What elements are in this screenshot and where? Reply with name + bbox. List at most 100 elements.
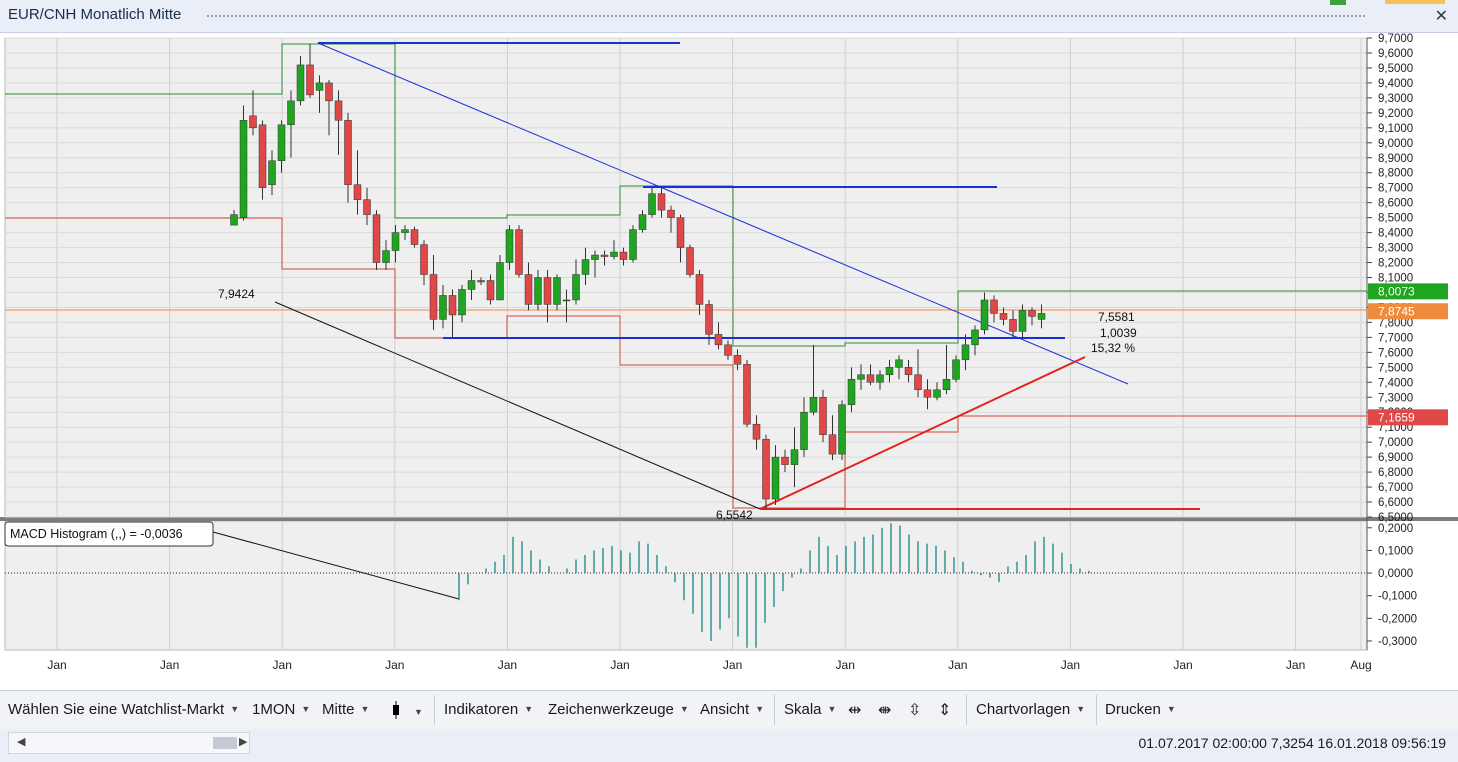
scroll-right-icon[interactable]: ▶ bbox=[239, 736, 248, 748]
scrollbar-thumb[interactable] bbox=[213, 737, 237, 749]
zoom-out-vertical-icon[interactable]: ⇕ bbox=[938, 702, 952, 719]
candle-body bbox=[847, 379, 856, 405]
candle-body bbox=[971, 329, 979, 346]
candle-body bbox=[334, 100, 343, 121]
chevron-down-icon: ▼ bbox=[414, 707, 423, 717]
candle-body bbox=[543, 277, 552, 305]
view-menu[interactable]: Ansicht ▼ bbox=[700, 701, 764, 718]
x-tick-label: Jan bbox=[160, 658, 179, 672]
upper-envelope-line bbox=[5, 43, 1367, 347]
measure-percent-label: 15,32 % bbox=[1091, 341, 1135, 355]
price-badge-label: 7,1659 bbox=[1378, 410, 1415, 424]
candle-body bbox=[505, 229, 514, 263]
candle-body bbox=[809, 397, 818, 413]
candle-body bbox=[961, 344, 970, 361]
zoom-in-horizontal-icon[interactable]: ⇹ bbox=[848, 702, 862, 719]
zoom-out-horizontal-icon[interactable]: ⇼ bbox=[878, 702, 892, 719]
indicators-label: Indikatoren bbox=[444, 701, 519, 718]
candle-body bbox=[515, 229, 523, 275]
drawing-tools-label: Zeichenwerkzeuge bbox=[548, 701, 674, 718]
candle-body bbox=[933, 389, 941, 398]
candle-body bbox=[486, 280, 495, 301]
x-tick-label: Jan bbox=[723, 658, 742, 672]
y-tick-label: 8,6000 bbox=[1378, 198, 1413, 210]
print-menu[interactable]: Drucken ▼ bbox=[1105, 701, 1176, 718]
y-tick-label: 8,9000 bbox=[1378, 153, 1413, 165]
x-tick-label: Jan bbox=[47, 658, 66, 672]
candle-body bbox=[315, 82, 324, 91]
chart-type-dropdown[interactable]: ▼ bbox=[390, 701, 423, 723]
interval-dropdown[interactable]: 1MON ▼ bbox=[252, 701, 310, 718]
interval-label: 1MON bbox=[252, 701, 296, 718]
candle-body bbox=[866, 374, 875, 383]
y-tick-label: 7,4000 bbox=[1378, 377, 1413, 389]
macd-panel-bg bbox=[4, 520, 1368, 651]
toolbar-divider bbox=[966, 695, 967, 725]
candle-body bbox=[401, 229, 409, 233]
x-tick-label: Jan bbox=[836, 658, 855, 672]
measure-value-label: 7,5581 bbox=[1098, 310, 1135, 324]
watchlist-dropdown[interactable]: Wählen Sie eine Watchlist-Markt ▼ bbox=[8, 701, 239, 718]
scroll-left-icon[interactable]: ◀ bbox=[17, 736, 26, 748]
y-tick-label: 9,5000 bbox=[1378, 63, 1413, 75]
candle-body bbox=[391, 232, 400, 251]
candle-body bbox=[752, 423, 761, 440]
y-tick-label: 7,6000 bbox=[1378, 347, 1413, 359]
macd-y-tick-label: -0,2000 bbox=[1378, 613, 1417, 625]
candle-body bbox=[372, 214, 381, 263]
chevron-down-icon: ▼ bbox=[755, 704, 765, 714]
chart-templates-label: Chartvorlagen bbox=[976, 701, 1071, 718]
candle-body bbox=[800, 411, 808, 450]
candle-body bbox=[268, 160, 276, 185]
candle-body bbox=[344, 120, 352, 185]
view-label: Ansicht bbox=[700, 701, 750, 718]
x-tick-label: Jan bbox=[385, 658, 404, 672]
candle-body bbox=[762, 438, 770, 500]
chevron-down-icon: ▼ bbox=[230, 704, 240, 714]
candle-body bbox=[572, 274, 580, 301]
descending-trendline bbox=[317, 42, 1129, 385]
y-tick-label: 6,9000 bbox=[1378, 452, 1413, 464]
x-tick-label: Jan bbox=[1061, 658, 1080, 672]
zoom-in-vertical-icon[interactable]: ⇳ bbox=[908, 702, 922, 719]
y-tick-label: 7,7000 bbox=[1378, 332, 1413, 344]
candle-body bbox=[781, 456, 789, 465]
candle-body bbox=[591, 254, 599, 260]
candle-body bbox=[714, 334, 723, 346]
drawing-tools-menu[interactable]: Zeichenwerkzeuge ▼ bbox=[548, 701, 689, 718]
price-chart[interactable]: Jan Jan Jan Jan Jan Jan Jan Jan Jan Jan Jan Jan Aug 9… bbox=[0, 32, 1458, 690]
candle-body bbox=[230, 214, 238, 226]
candle-body bbox=[1028, 310, 1036, 317]
price-type-dropdown[interactable]: Mitte ▼ bbox=[322, 701, 369, 718]
candle-body bbox=[239, 120, 248, 218]
candle-body bbox=[838, 404, 846, 455]
close-icon[interactable]: ✕ bbox=[1434, 8, 1448, 25]
x-tick-label: Jan bbox=[948, 658, 967, 672]
y-tick-label: 9,2000 bbox=[1378, 108, 1413, 120]
horizontal-scrollbar[interactable]: ◀ ▶ bbox=[8, 732, 250, 754]
candle-body bbox=[857, 374, 865, 380]
chevron-down-icon: ▼ bbox=[827, 704, 837, 714]
candle-body bbox=[1018, 310, 1027, 332]
macd-y-tick-label: 0,2000 bbox=[1378, 523, 1413, 535]
titlebar-grip[interactable] bbox=[206, 14, 1366, 19]
x-tick-label: Jan bbox=[1173, 658, 1192, 672]
scale-menu[interactable]: Skala ▼ bbox=[784, 701, 836, 718]
chart-templates-menu[interactable]: Chartvorlagen ▼ bbox=[976, 701, 1085, 718]
indicators-menu[interactable]: Indikatoren ▼ bbox=[444, 701, 533, 718]
candle-body bbox=[990, 299, 998, 314]
candle-body bbox=[534, 277, 542, 305]
candle-body bbox=[686, 247, 694, 275]
window-titlebar: EUR/CNH Monatlich Mitte ✕ bbox=[0, 0, 1458, 33]
y-tick-label: 9,0000 bbox=[1378, 138, 1413, 150]
chevron-down-icon: ▼ bbox=[1076, 704, 1086, 714]
y-tick-label: 6,8000 bbox=[1378, 467, 1413, 479]
y-tick-label: 8,1000 bbox=[1378, 273, 1413, 285]
y-tick-label: 7,5000 bbox=[1378, 362, 1413, 374]
candle-body bbox=[819, 397, 827, 435]
candle-body bbox=[648, 193, 656, 215]
y-tick-label: 8,3000 bbox=[1378, 243, 1413, 255]
y-tick-label: 8,2000 bbox=[1378, 258, 1413, 270]
candle-body bbox=[296, 64, 305, 102]
candle-body bbox=[828, 434, 837, 455]
